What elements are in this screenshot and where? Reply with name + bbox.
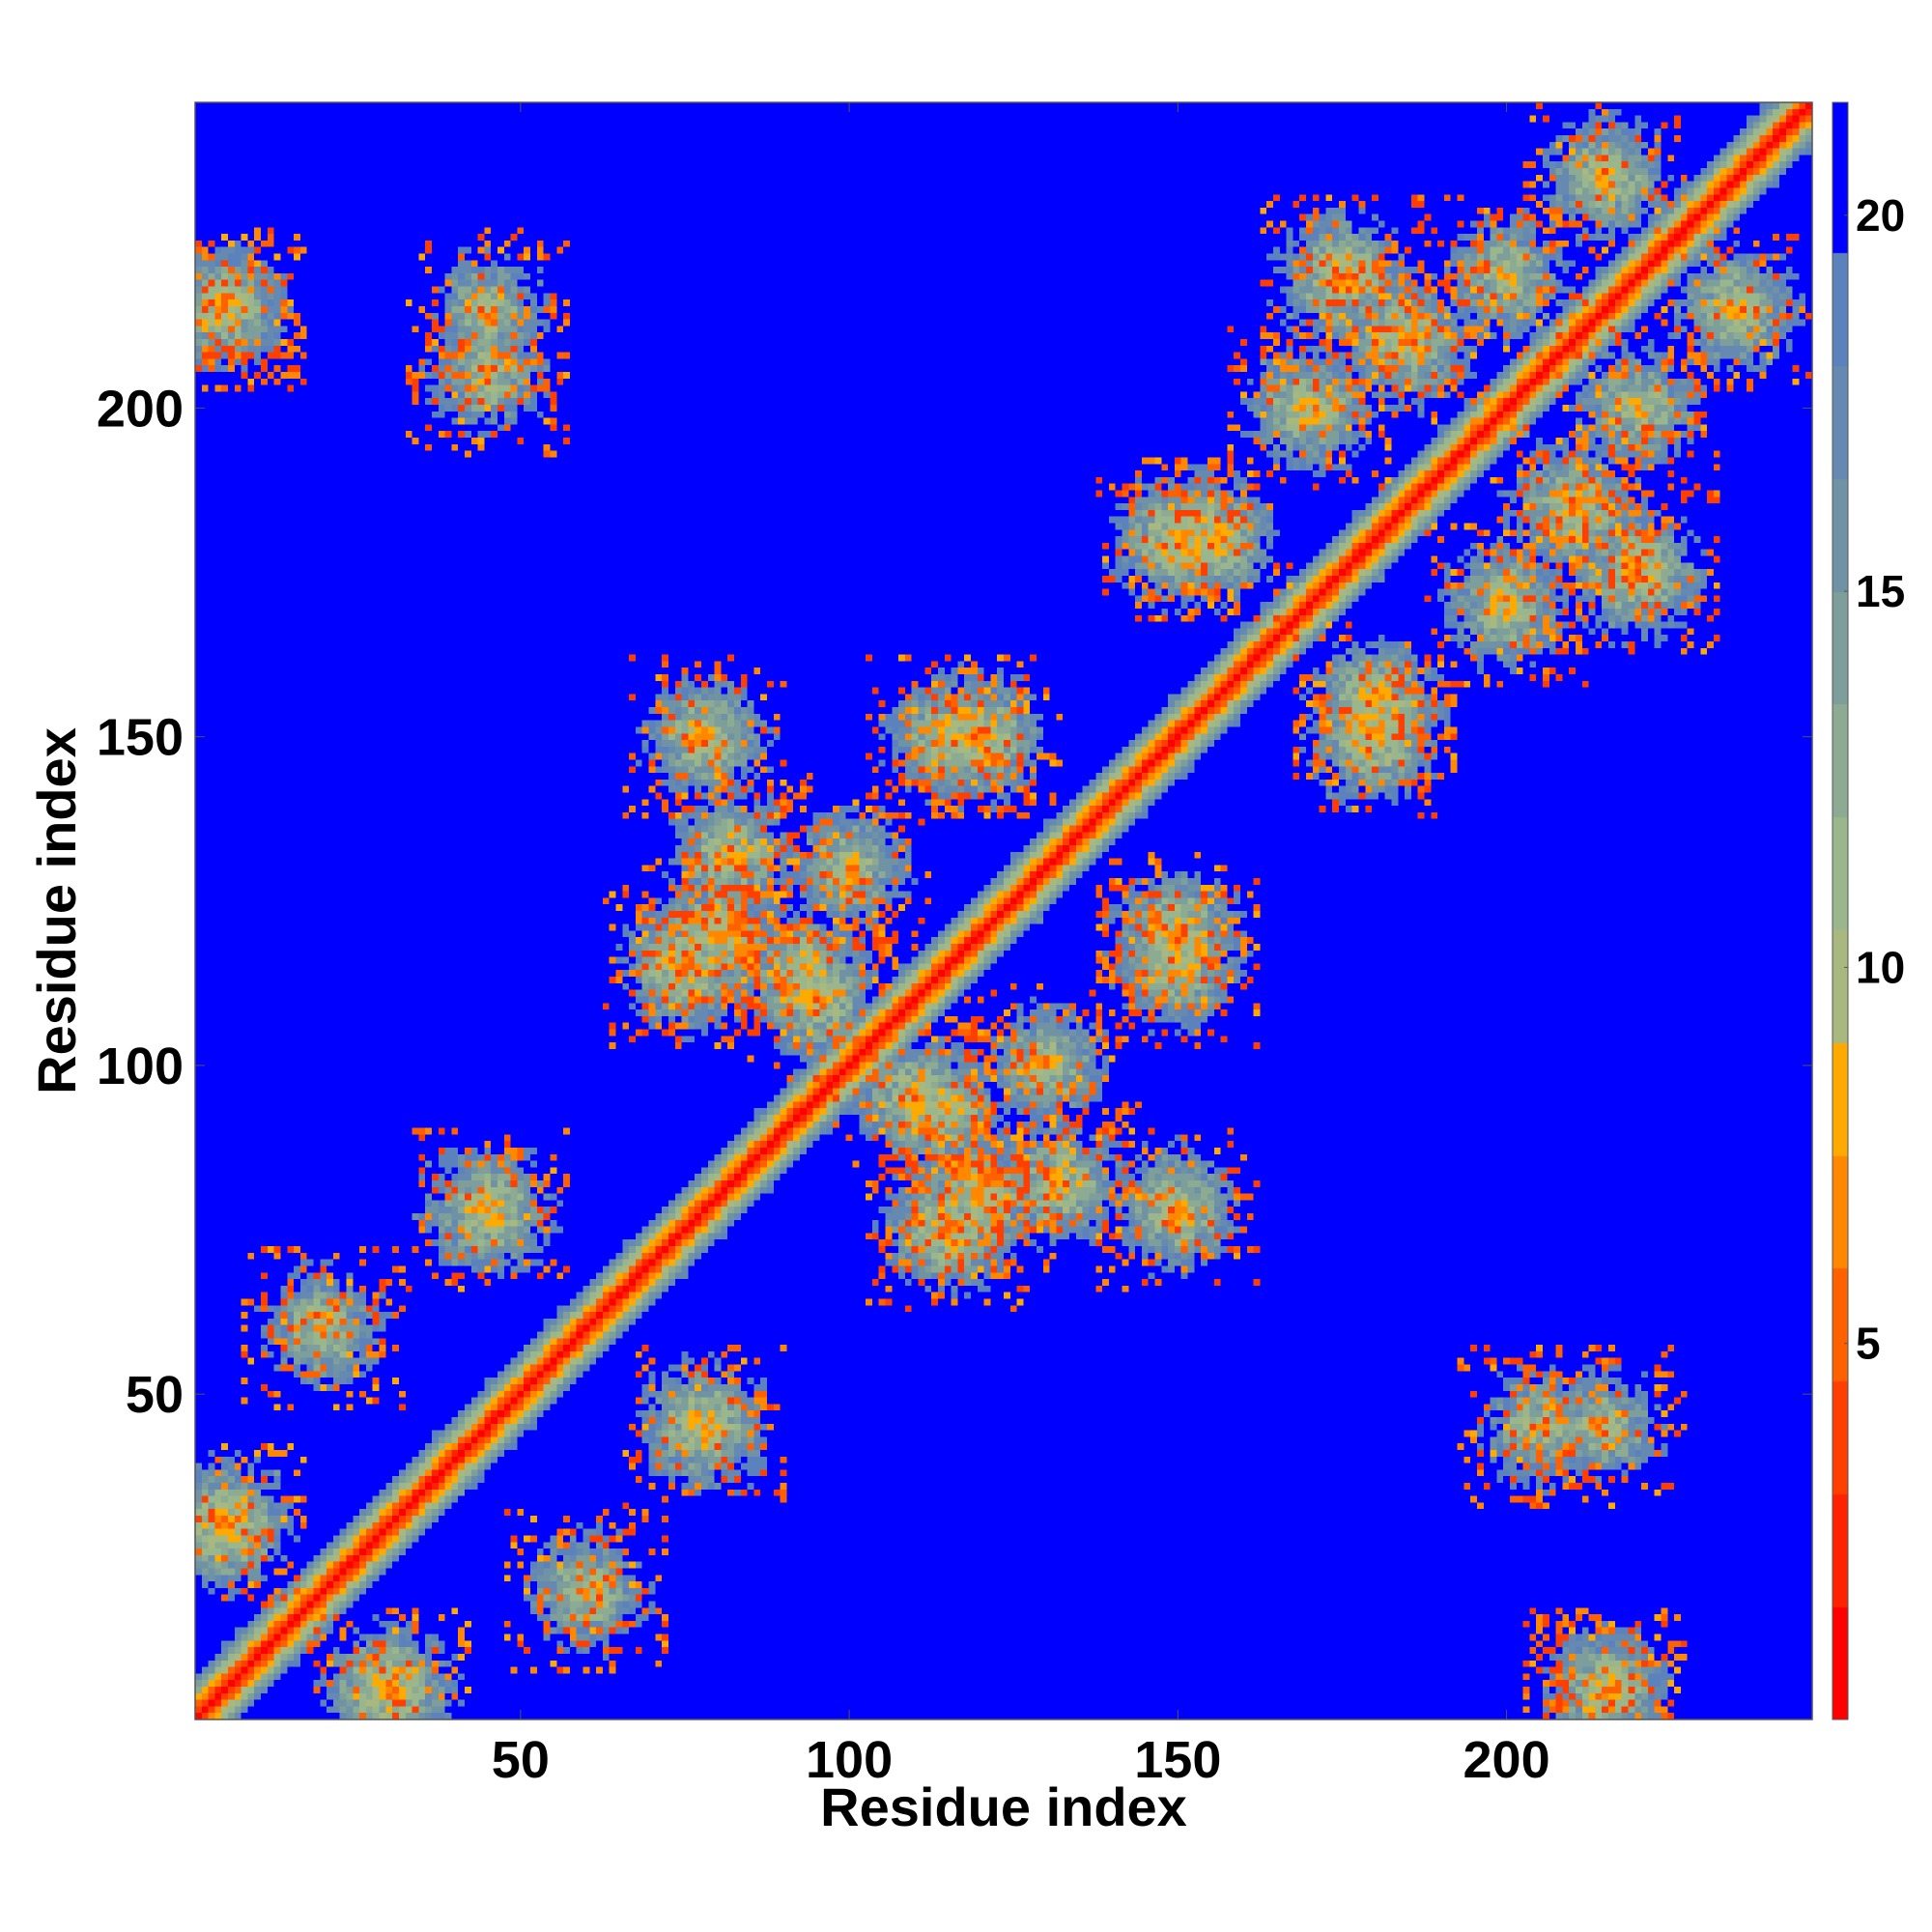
y-axis-ticks: 50 100 150 200 bbox=[97, 380, 1812, 1424]
x-tick-label: 50 bbox=[492, 1731, 550, 1789]
y-tick-label: 50 bbox=[126, 1366, 184, 1424]
y-tick-label: 200 bbox=[97, 380, 184, 438]
distance-heatmap bbox=[195, 102, 1812, 1719]
colorbar bbox=[1833, 102, 1848, 1719]
x-tick-label: 200 bbox=[1463, 1731, 1550, 1789]
y-axis-title: Residue index bbox=[26, 727, 87, 1094]
colorbar-tick-label: 10 bbox=[1856, 942, 1905, 992]
colorbar-ticks: 5 10 15 20 bbox=[1844, 190, 1905, 1369]
x-axis-ticks: 50 100 150 200 bbox=[492, 102, 1550, 1789]
x-tick-label: 100 bbox=[806, 1731, 893, 1789]
colorbar-tick-label: 5 bbox=[1856, 1319, 1881, 1369]
colorbar-frame bbox=[1832, 101, 1849, 1720]
x-tick-label: 150 bbox=[1134, 1731, 1221, 1789]
colorbar-tick-label: 15 bbox=[1856, 566, 1905, 616]
plot-frame bbox=[194, 101, 1813, 1720]
y-tick-label: 100 bbox=[97, 1037, 184, 1095]
x-axis-title: Residue index bbox=[820, 1776, 1187, 1837]
colorbar-tick-label: 20 bbox=[1856, 190, 1905, 241]
y-tick-label: 150 bbox=[97, 709, 184, 767]
